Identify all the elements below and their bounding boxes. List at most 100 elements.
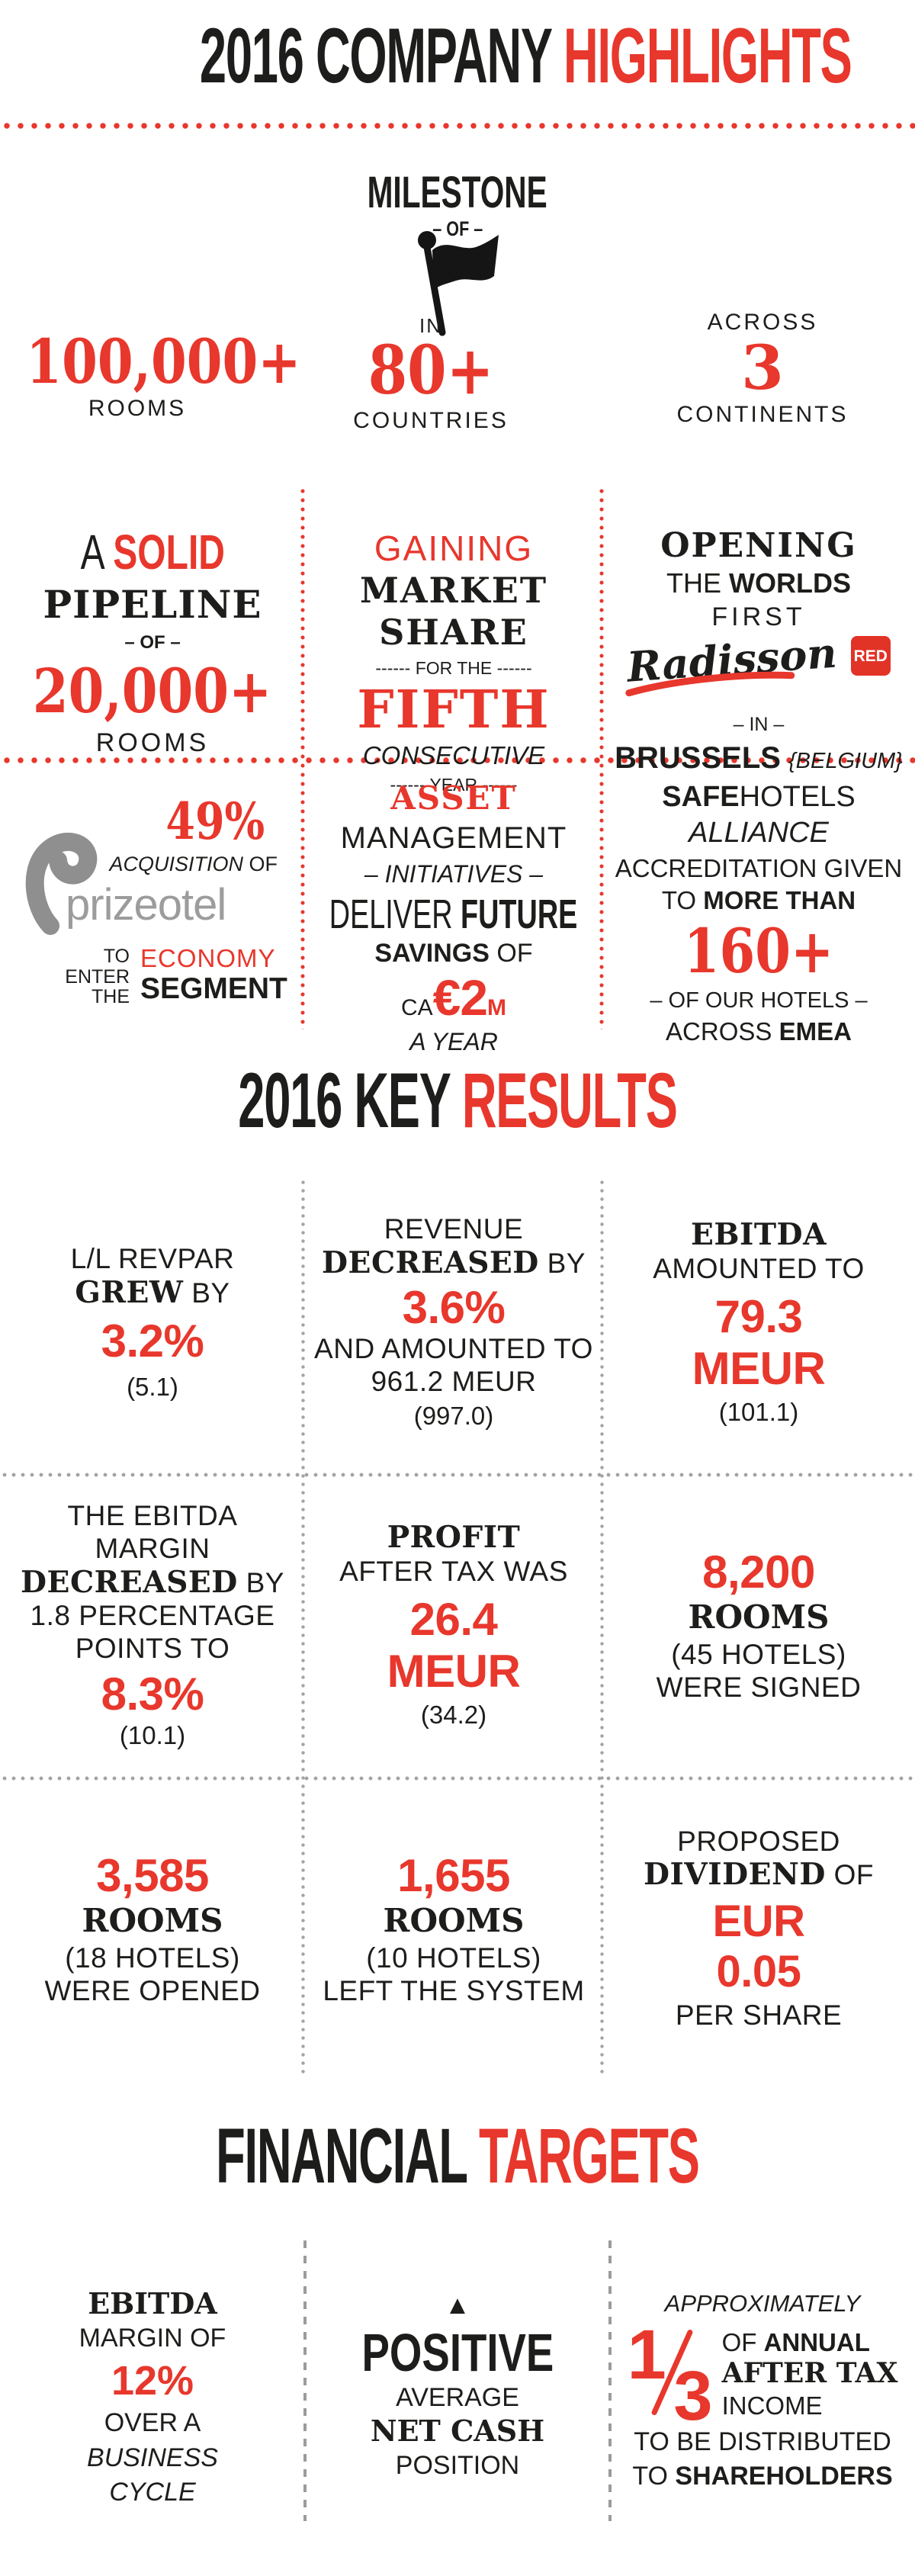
alliance: ALLIANCE bbox=[689, 817, 829, 849]
kr-revenue: REVENUE DECREASED BY 3.6% AND AMOUNTED T… bbox=[314, 1213, 593, 1431]
kr-ebitda: EBITDA AMOUNTED TO 79.3 MEUR (101.1) bbox=[653, 1217, 865, 1426]
first: FIRST bbox=[711, 602, 806, 631]
ca-eur2m: CA €2 M bbox=[400, 969, 507, 1026]
kr-value: 26.4 bbox=[409, 1593, 498, 1645]
across-emea: ACROSS EMEA bbox=[666, 1017, 852, 1045]
highlight-radisson-red: OPENING THE WORLDS FIRST Radisson RED – … bbox=[602, 526, 915, 774]
radisson-script-wordmark: Radisson bbox=[626, 628, 842, 697]
kr-ebitda-margin: THE EBITDA MARGIN DECREASED BY 1.8 PERCE… bbox=[21, 1499, 284, 1749]
dotted-divider-horizontal-gray bbox=[0, 1776, 915, 1781]
deliver-future: DELIVER FUTURE bbox=[329, 891, 578, 937]
stat-continents: ACROSS 3 CONTINENTS bbox=[618, 311, 907, 426]
prizeotel-percent: 49% bbox=[165, 792, 265, 851]
gaining: GAINING bbox=[374, 528, 534, 568]
kr-rooms-opened: 3,585 ROOMS (18 HOTELS) WERE OPENED bbox=[44, 1849, 261, 2007]
stat-value: 80+ bbox=[368, 330, 494, 410]
up-triangle-icon: ▲ bbox=[445, 2291, 470, 2320]
prizeotel-logo-icon bbox=[20, 825, 105, 943]
asset: ASSET bbox=[390, 779, 517, 817]
kr-value: 0.05 bbox=[716, 1946, 801, 1996]
economy: ECONOMY bbox=[140, 944, 276, 972]
kr-revpar: L/L REVPAR GREW BY 3.2% (5.1) bbox=[70, 1243, 235, 1401]
title-red: TARGETS bbox=[478, 2112, 700, 2199]
market: MARKET bbox=[359, 570, 548, 611]
milestone-heading: MILESTONE – OF – bbox=[0, 171, 915, 239]
of-our-hotels: – OF OUR HOTELS – bbox=[650, 988, 868, 1013]
kr-value: 3.2% bbox=[101, 1315, 204, 1367]
pipeline-of: – OF – bbox=[124, 632, 181, 653]
pipeline-rooms: ROOMS bbox=[95, 728, 210, 757]
acquisition-of: ACQUISITION OF bbox=[109, 853, 278, 875]
pipeline-value: 20,000+ bbox=[33, 655, 272, 727]
kr-value: 8,200 bbox=[702, 1546, 815, 1598]
for-the: ------ FOR THE ------ bbox=[375, 658, 532, 678]
kr-rooms-left: 1,655 ROOMS (10 HOTELS) LEFT THE SYSTEM bbox=[323, 1849, 585, 2007]
target-value: 12% bbox=[111, 2358, 194, 2404]
in: – IN – bbox=[733, 714, 785, 735]
dotted-divider-horizontal bbox=[0, 757, 915, 763]
red-badge: RED bbox=[850, 636, 891, 676]
kr-value: 79.3 bbox=[714, 1290, 803, 1342]
pipeline-word: PIPELINE bbox=[43, 582, 262, 627]
stat-value: 100,000+ bbox=[26, 326, 301, 397]
stat-rooms: 100,000+ ROOMS bbox=[0, 326, 301, 421]
savings-of: SAVINGS OF bbox=[374, 939, 533, 968]
fifth: FIFTH bbox=[357, 679, 551, 740]
target-dividend-policy: APPROXIMATELY 1 3 OF ANNUAL AFTER TAX IN… bbox=[627, 2290, 898, 2491]
economy-segment: ECONOMY SEGMENT bbox=[140, 946, 287, 1004]
stat-countries: IN 80+ COUNTRIES bbox=[328, 316, 534, 432]
one-third-fraction: 1 3 bbox=[627, 2315, 713, 2435]
highlight-prizeotel: 49% ACQUISITION OF prizeotel TO ENTER TH… bbox=[0, 763, 305, 1052]
radisson-red-logo: Radisson RED bbox=[626, 628, 891, 703]
milestone-title: MILESTONE bbox=[367, 168, 548, 217]
stat-value: 3 bbox=[741, 332, 784, 403]
dotted-divider-horizontal-gray bbox=[0, 1473, 915, 1477]
highlight-asset-management: ASSET MANAGEMENT – INITIATIVES – DELIVER… bbox=[305, 779, 602, 1055]
kr-dividend: PROPOSED DIVIDEND OF EUR 0.05 PER SHARE bbox=[643, 1825, 875, 2031]
target-net-cash: ▲ POSITIVE AVERAGE NET CASH POSITION bbox=[361, 2291, 554, 2481]
target-ebitda-margin: EBITDA MARGIN OF 12% OVER A BUSINESS CYC… bbox=[79, 2286, 226, 2507]
radisson-underline-swoosh bbox=[625, 671, 795, 697]
title-black: 2016 KEY bbox=[238, 1057, 450, 1144]
consecutive: CONSECUTIVE bbox=[362, 741, 545, 769]
to-enter-the: TO ENTER THE bbox=[65, 946, 130, 1007]
title-black: 2016 COMPANY bbox=[199, 12, 552, 99]
title-red: RESULTS bbox=[461, 1057, 678, 1144]
accreditation-given: ACCREDITATION GIVEN bbox=[615, 854, 903, 882]
highlight-pipeline: A SOLID PIPELINE – OF – 20,000+ ROOMS bbox=[0, 528, 305, 756]
kr-value-unit: MEUR bbox=[387, 1645, 521, 1697]
milestone-of: – OF – bbox=[432, 217, 483, 240]
title-red: HIGHLIGHTS bbox=[563, 12, 852, 99]
highlight-market-share: GAINING MARKET SHARE ------ FOR THE ----… bbox=[305, 531, 602, 794]
stat-label: ROOMS bbox=[88, 396, 187, 421]
kr-value: 3,585 bbox=[96, 1849, 209, 1901]
stat-pre: ACROSS bbox=[707, 310, 818, 335]
dashed-divider-vertical bbox=[303, 2240, 307, 2521]
highlight-safehotels: SAFEHOTELS ALLIANCE ACCREDITATION GIVEN … bbox=[602, 782, 915, 1044]
prizeotel-wordmark: prizeotel bbox=[66, 880, 226, 930]
dashed-divider-vertical bbox=[608, 2240, 612, 2521]
kr-profit: PROFIT AFTER TAX WAS 26.4 MEUR (34.2) bbox=[339, 1520, 568, 1729]
page-title-company-highlights: 2016 COMPANY HIGHLIGHTS bbox=[0, 17, 915, 95]
a-year: A YEAR bbox=[409, 1028, 498, 1055]
opening: OPENING bbox=[660, 526, 857, 565]
stat-pre: IN bbox=[419, 314, 442, 337]
management: MANAGEMENT bbox=[340, 821, 567, 855]
the-worlds: THE WORLDS bbox=[666, 567, 851, 599]
stat-label: CONTINENTS bbox=[676, 402, 849, 427]
kr-value: 3.6% bbox=[402, 1281, 506, 1333]
segment: SEGMENT bbox=[140, 972, 287, 1005]
safehotels-value: 160+ bbox=[683, 915, 834, 987]
kr-value: 8.3% bbox=[101, 1668, 204, 1720]
kr-value-unit: MEUR bbox=[692, 1342, 826, 1394]
kr-value: 1,655 bbox=[397, 1849, 510, 1901]
positive: POSITIVE bbox=[361, 2323, 554, 2382]
dotted-divider-vertical-gray bbox=[301, 1178, 305, 2077]
year: ------ YEAR ------ bbox=[390, 775, 518, 795]
title-black: FINANCIAL bbox=[216, 2112, 467, 2199]
initiatives: – INITIATIVES – bbox=[364, 860, 544, 888]
dotted-divider-horizontal bbox=[0, 123, 915, 129]
page-title-key-results: 2016 KEY RESULTS bbox=[0, 1062, 915, 1139]
pipeline-line1: A SOLID bbox=[80, 525, 225, 580]
